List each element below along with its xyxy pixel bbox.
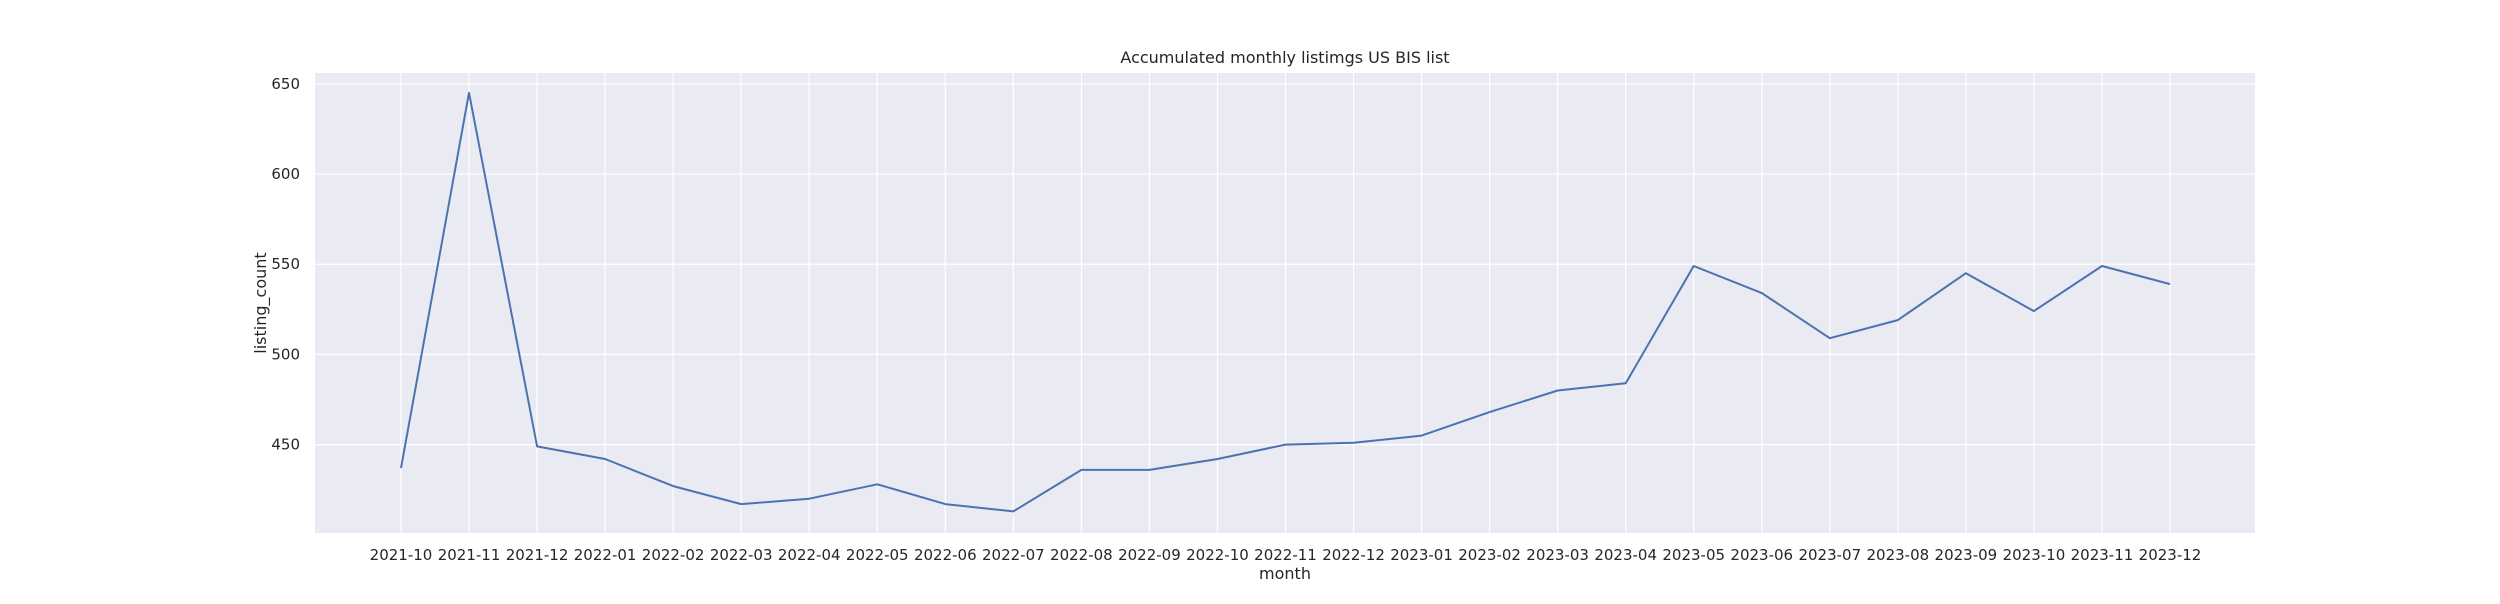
x-tick-label: 2022-07 bbox=[982, 546, 1045, 564]
x-tick-label: 2022-08 bbox=[1050, 546, 1113, 564]
x-tick-label: 2021-12 bbox=[506, 546, 569, 564]
series-line bbox=[400, 91, 2171, 513]
y-tick-labels: 450 500 550 600 650 bbox=[271, 75, 300, 454]
y-tick-label: 600 bbox=[271, 165, 300, 183]
x-tick-label: 2023-10 bbox=[2003, 546, 2066, 564]
x-tick-label: 2022-09 bbox=[1118, 546, 1181, 564]
x-tick-label: 2022-01 bbox=[574, 546, 637, 564]
x-tick-labels: 2021-10 2021-11 2021-12 2022-01 2022-02 2022-… bbox=[370, 546, 2202, 564]
chart-title: Accumulated monthly listimgs US BIS list bbox=[1120, 48, 1449, 67]
x-tick-label: 2022-02 bbox=[642, 546, 705, 564]
x-tick-label: 2023-02 bbox=[1458, 546, 1521, 564]
x-tick-label: 2022-12 bbox=[1322, 546, 1385, 564]
x-tick-label: 2023-05 bbox=[1662, 546, 1725, 564]
x-tick-label: 2023-09 bbox=[1935, 546, 1998, 564]
x-tick-label: 2022-11 bbox=[1254, 546, 1317, 564]
x-tick-label: 2023-04 bbox=[1594, 546, 1657, 564]
y-tick-label: 450 bbox=[271, 436, 300, 454]
x-tick-label: 2023-11 bbox=[2071, 546, 2134, 564]
x-tick-label: 2023-07 bbox=[1798, 546, 1861, 564]
x-tick-label: 2021-11 bbox=[438, 546, 501, 564]
x-tick-label: 2023-06 bbox=[1730, 546, 1793, 564]
x-tick-label: 2022-06 bbox=[914, 546, 977, 564]
y-tick-label: 550 bbox=[271, 255, 300, 273]
x-tick-label: 2022-05 bbox=[846, 546, 909, 564]
x-tick-label: 2023-03 bbox=[1526, 546, 1589, 564]
x-tick-label: 2023-12 bbox=[2139, 546, 2202, 564]
x-tick-label: 2021-10 bbox=[370, 546, 433, 564]
y-tick-label: 650 bbox=[271, 75, 300, 93]
y-tick-label: 500 bbox=[271, 345, 300, 363]
x-tick-label: 2023-08 bbox=[1867, 546, 1930, 564]
x-tick-label: 2022-04 bbox=[778, 546, 841, 564]
series-layer bbox=[400, 91, 2171, 513]
x-tick-label: 2023-01 bbox=[1390, 546, 1453, 564]
y-axis-label: listing_count bbox=[251, 252, 271, 353]
x-tick-label: 2022-03 bbox=[710, 546, 773, 564]
x-tick-label: 2022-10 bbox=[1186, 546, 1249, 564]
x-axis-label: month bbox=[1259, 564, 1311, 583]
